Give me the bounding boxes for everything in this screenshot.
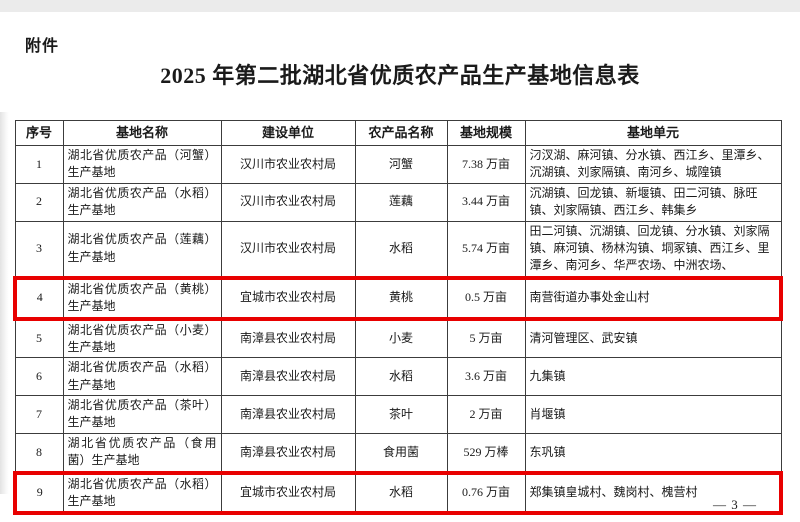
cell-product-name: 黄桃 <box>354 275 448 321</box>
cell-serial-number: 5 <box>14 318 64 359</box>
cell-base-scale: 2 万亩 <box>446 395 526 434</box>
cell-builder-unit: 汉川市农业农村局 <box>220 145 356 184</box>
cell-serial-number: 4 <box>13 275 64 321</box>
cell-base-scale: 3.6 万亩 <box>446 357 526 397</box>
cell-serial-number: 6 <box>14 357 64 397</box>
attachment-label: 附件 <box>25 38 60 55</box>
scan-left-edge <box>0 112 9 494</box>
cell-base-name: 湖北省优质农产品（黄桃）生产基地 <box>62 275 222 321</box>
cell-base-units: 清河管理区、武安镇 <box>524 318 782 359</box>
cell-base-name: 湖北省优质农产品（莲藕）生产基地 <box>62 220 222 279</box>
cell-base-units: 沉湖镇、回龙镇、新堰镇、田二河镇、脉旺镇、刘家隔镇、西江乡、韩集乡 <box>524 182 782 222</box>
cell-base-units: 东巩镇 <box>524 432 782 474</box>
cell-product-name: 水稻 <box>354 357 448 397</box>
cell-builder-unit: 汉川市农业农村局 <box>220 182 356 222</box>
cell-base-name: 湖北省优质农产品（水稻）生产基地 <box>62 357 222 397</box>
header-row: 序号 基地名称 建设单位 农产品名称 基地规模 基地单元 <box>14 120 782 146</box>
cell-base-units: 汈汊湖、麻河镇、分水镇、西江乡、里潭乡、沉湖镇、刘家隔镇、南河乡、城隍镇 <box>524 145 782 184</box>
cell-base-name: 湖北省优质农产品（河蟹）生产基地 <box>62 145 222 184</box>
cell-base-scale: 0.76 万亩 <box>446 470 526 516</box>
cell-builder-unit: 南漳县农业农村局 <box>220 395 356 434</box>
cell-serial-number: 9 <box>13 470 64 516</box>
cell-builder-unit: 汉川市农业农村局 <box>220 220 356 279</box>
cell-serial-number: 7 <box>14 395 64 434</box>
page-number: — 3 — <box>713 497 757 512</box>
cell-serial-number: 1 <box>14 145 64 184</box>
cell-base-name: 湖北省优质农产品（食用菌）生产基地 <box>62 432 222 474</box>
cell-base-scale: 5.74 万亩 <box>446 220 526 279</box>
table-row: 8 湖北省优质农产品（食用菌）生产基地 南漳县农业农村局 食用菌 529 万棒 东巩镇 <box>14 432 782 474</box>
column-header: 建设单位 <box>220 120 356 146</box>
cell-base-units: 九集镇 <box>524 357 782 397</box>
cell-serial-number: 3 <box>14 220 64 279</box>
table-row: 3 湖北省优质农产品（莲藕）生产基地 汉川市农业农村局 水稻 5.74 万亩 田二河镇、沉… <box>14 220 782 279</box>
table-row: 2 湖北省优质农产品（水稻）生产基地 汉川市农业农村局 莲藕 3.44 万亩 沉湖镇、回龙… <box>14 182 782 222</box>
cell-builder-unit: 宜城市农业农村局 <box>220 470 356 516</box>
table-row: 5 湖北省优质农产品（小麦）生产基地 南漳县农业农村局 小麦 5 万亩 清河管理区、武安镇 <box>14 318 782 359</box>
column-header: 基地单元 <box>524 120 782 146</box>
table-row: 7 湖北省优质农产品（茶叶）生产基地 南漳县农业农村局 茶叶 2 万亩 肖堰镇 <box>14 395 782 434</box>
column-header: 基地规模 <box>446 120 526 146</box>
cell-builder-unit: 南漳县农业农村局 <box>220 357 356 397</box>
column-header: 序号 <box>14 120 64 146</box>
cell-builder-unit: 宜城市农业农村局 <box>220 275 356 321</box>
cell-base-name: 湖北省优质农产品（水稻）生产基地 <box>62 182 222 222</box>
cell-base-units: 田二河镇、沉湖镇、回龙镇、分水镇、刘家隔镇、麻河镇、杨林沟镇、垌冢镇、西江乡、里… <box>524 220 782 279</box>
cell-product-name: 水稻 <box>354 220 448 279</box>
cell-base-scale: 7.38 万亩 <box>446 145 526 184</box>
column-header: 基地名称 <box>62 120 222 146</box>
cell-product-name: 水稻 <box>354 470 448 516</box>
column-header: 农产品名称 <box>354 120 448 146</box>
info-table: 序号 基地名称 建设单位 农产品名称 基地规模 基地单元 1 湖北省优质农产品（河蟹）生产基… <box>13 120 783 516</box>
cell-product-name: 小麦 <box>354 318 448 359</box>
cell-product-name: 食用菌 <box>354 432 448 474</box>
cell-base-scale: 5 万亩 <box>446 318 526 359</box>
cell-base-units: 南营街道办事处金山村 <box>524 275 783 321</box>
cell-product-name: 莲藕 <box>354 182 448 222</box>
table-row: 6 湖北省优质农产品（水稻）生产基地 南漳县农业农村局 水稻 3.6 万亩 九集镇 <box>14 357 782 397</box>
table-row-highlighted: 9 湖北省优质农产品（水稻）生产基地 宜城市农业农村局 水稻 0.76 万亩 郑集镇皇城村… <box>13 470 783 516</box>
table-row: 1 湖北省优质农产品（河蟹）生产基地 汉川市农业农村局 河蟹 7.38 万亩 汈汊湖、麻河… <box>14 145 782 184</box>
table-header: 序号 基地名称 建设单位 农产品名称 基地规模 基地单元 <box>14 120 782 146</box>
table-body: 1 湖北省优质农产品（河蟹）生产基地 汉川市农业农村局 河蟹 7.38 万亩 汈汊湖、麻河… <box>13 145 783 516</box>
cell-base-units: 郑集镇皇城村、魏岗村、槐营村 <box>524 470 783 516</box>
cell-base-units: 肖堰镇 <box>524 395 782 434</box>
cell-product-name: 河蟹 <box>354 145 448 184</box>
cell-serial-number: 8 <box>14 432 64 474</box>
cell-base-name: 湖北省优质农产品（小麦）生产基地 <box>62 318 222 359</box>
cell-product-name: 茶叶 <box>354 395 448 434</box>
cell-serial-number: 2 <box>14 182 64 222</box>
cell-base-scale: 529 万棒 <box>446 432 526 474</box>
page-title: 2025 年第二批湖北省优质农产品生产基地信息表 <box>160 63 640 88</box>
table-row-highlighted: 4 湖北省优质农产品（黄桃）生产基地 宜城市农业农村局 黄桃 0.5 万亩 南营街道办事处… <box>13 275 783 321</box>
scan-top-edge <box>0 0 800 12</box>
cell-base-name: 湖北省优质农产品（茶叶）生产基地 <box>62 395 222 434</box>
cell-base-scale: 3.44 万亩 <box>446 182 526 222</box>
cell-base-name: 湖北省优质农产品（水稻）生产基地 <box>62 470 222 516</box>
cell-base-scale: 0.5 万亩 <box>446 275 526 321</box>
cell-builder-unit: 南漳县农业农村局 <box>220 318 356 359</box>
cell-builder-unit: 南漳县农业农村局 <box>220 432 356 474</box>
